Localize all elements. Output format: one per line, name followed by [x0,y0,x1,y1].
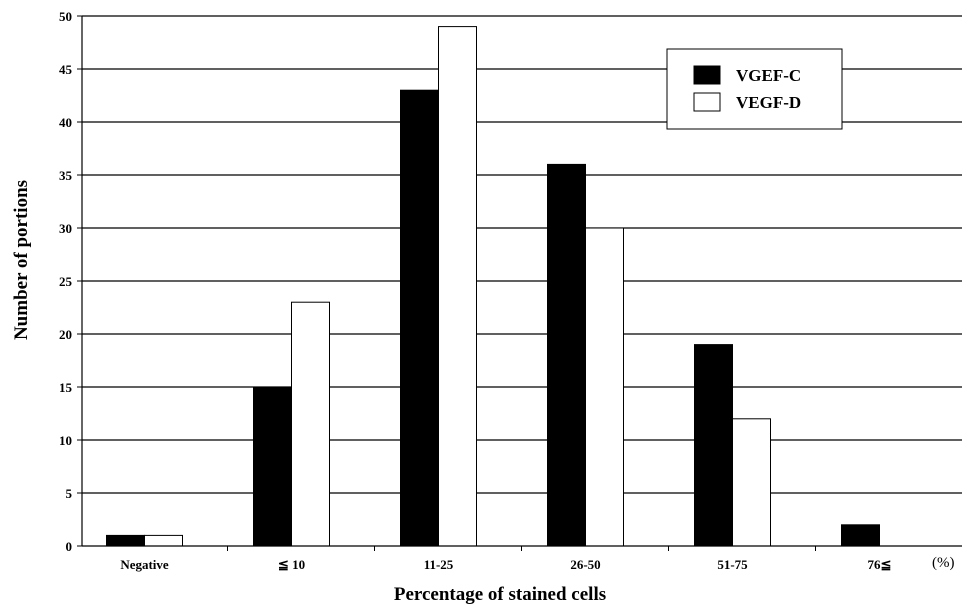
x-tick-labels: Negative ≦ 10 11-25 26-50 51-75 76≦ [120,557,891,572]
bar-vgef-c-10 [253,386,292,547]
bars [106,26,880,547]
legend-label-vgef-c: VGEF-C [736,66,801,85]
bar-vgef-c-negative [106,534,145,547]
bar-vgef-c-76 [841,524,880,547]
y-tick-label: 45 [59,62,73,77]
y-tick-label: 15 [59,380,73,395]
y-tick-label: 30 [59,221,72,236]
x-tick-label: 11-25 [424,557,454,572]
legend-box [666,48,843,130]
bar-vgef-c-11-25 [400,89,439,547]
y-tick-label: 50 [59,9,72,24]
legend-label-vegf-d: VEGF-D [736,93,801,112]
bar-vegf-d-51-75 [732,418,771,547]
x-axis-title: Percentage of stained cells [394,584,606,605]
gridlines [82,15,962,494]
y-tick-label: 0 [66,539,73,554]
y-tick-labels: 0 5 10 15 20 25 30 35 40 45 50 [59,9,73,554]
y-tick-label: 20 [59,327,72,342]
bar-vgef-c-26-50 [547,163,586,547]
bar-vegf-d-10 [291,301,330,547]
y-tick-label: 35 [59,168,73,183]
y-tick-label: 40 [59,115,72,130]
x-tick-label: ≦ 10 [278,557,305,572]
x-axis-unit: (%) [932,555,955,571]
bar-vegf-d-26-50 [585,227,624,547]
bar-vgef-c-51-75 [694,344,733,547]
legend: VGEF-C VEGF-D [666,48,843,130]
x-tick-label: 76≦ [868,557,892,572]
legend-swatch-vgef-c [693,65,721,85]
y-tick-label: 10 [59,433,72,448]
axes [77,15,962,551]
x-tick-label: 51-75 [717,557,748,572]
y-tick-label: 5 [66,486,73,501]
x-tick-label: 26-50 [570,557,600,572]
y-axis-title: Number of portions [11,180,32,340]
x-tick-label: Negative [120,557,169,572]
bar-vegf-d-negative [144,534,183,547]
y-tick-label: 25 [59,274,73,289]
legend-swatch-vegf-d [693,92,721,112]
bar-vegf-d-11-25 [438,26,477,547]
